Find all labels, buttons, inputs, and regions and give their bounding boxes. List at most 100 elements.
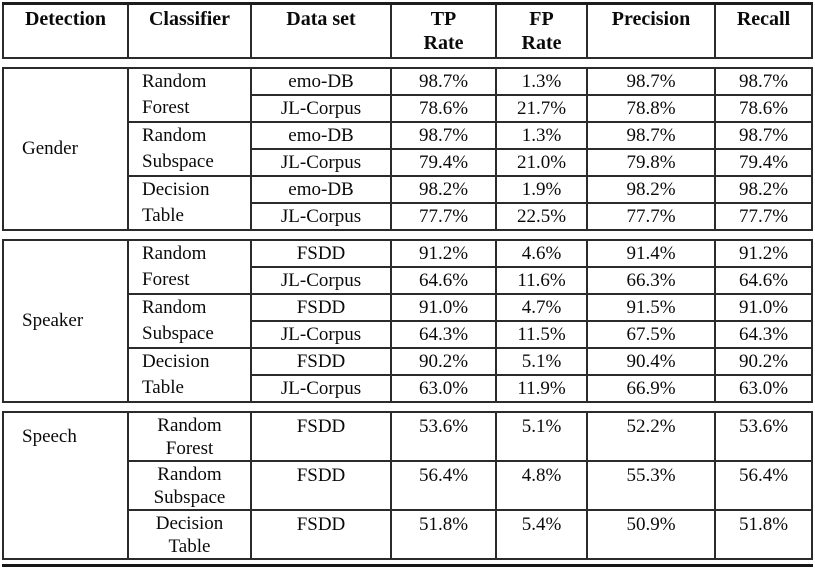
dataset-cell: emo-DB — [250, 175, 392, 204]
fp-rate-cell: 11.9% — [495, 374, 588, 403]
classifier-cell: Random Subspace — [127, 293, 252, 349]
column-header-dataset: Data set — [250, 2, 392, 59]
dataset-cell: FSDD — [250, 347, 392, 376]
tp-rate-cell: 98.2% — [390, 175, 497, 204]
precision-cell: 78.8% — [586, 94, 716, 123]
precision-cell: 91.5% — [586, 293, 716, 322]
column-header-tp-rate: TP Rate — [390, 2, 497, 59]
dataset-cell: FSDD — [250, 509, 392, 560]
precision-cell: 55.3% — [586, 460, 716, 511]
column-header-precision: Precision — [586, 2, 716, 59]
fp-rate-cell: 11.5% — [495, 320, 588, 349]
classifier-cell: Random Forest — [127, 239, 252, 295]
precision-cell: 67.5% — [586, 320, 716, 349]
precision-cell: 90.4% — [586, 347, 716, 376]
fp-rate-cell: 4.6% — [495, 239, 588, 268]
fp-rate-cell: 21.0% — [495, 148, 588, 177]
dataset-cell: JL-Corpus — [250, 266, 392, 295]
classifier-line1: Random — [157, 463, 222, 485]
classifier-cell: Decision Table — [127, 175, 252, 231]
fp-rate-cell: 4.8% — [495, 460, 588, 511]
fp-rate-cell: 5.1% — [495, 347, 588, 376]
column-header-detection: Detection — [2, 2, 129, 59]
classifier-line2: Table — [168, 535, 211, 557]
recall-cell: 98.2% — [714, 175, 813, 204]
column-header-classifier: Classifier — [127, 2, 252, 59]
classifier-line1: Random — [142, 243, 207, 264]
classifier-cell: Random Forest — [127, 411, 252, 462]
dataset-cell: FSDD — [250, 411, 392, 462]
table-row: JL-Corpus 64.6% 11.6% 66.3% 64.6% — [3, 266, 813, 295]
recall-cell: 98.7% — [714, 67, 813, 96]
tp-rate-cell: 63.0% — [390, 374, 497, 403]
classifier-cell: Decision Table — [127, 509, 252, 560]
dataset-cell: emo-DB — [250, 67, 392, 96]
column-header-label: Precision — [611, 8, 691, 30]
table-row: Decision Table emo-DB 98.2% 1.9% 98.2% 9… — [3, 175, 813, 231]
precision-cell: 50.9% — [586, 509, 716, 560]
classifier-cell: Random Subspace — [127, 121, 252, 177]
tp-rate-cell: 77.7% — [390, 202, 497, 231]
table-row: Decision Table FSDD 51.8% 5.4% 50.9% 51.… — [3, 509, 813, 560]
classifier-line2: Subspace — [142, 151, 214, 172]
table-row: JL-Corpus 78.6% 21.7% 78.8% 78.6% — [3, 94, 813, 123]
table-header-block: Detection Classifier Data set TP Rate FP… — [2, 2, 813, 59]
tp-rate-cell: 91.2% — [390, 239, 497, 268]
classifier-line2: Forest — [142, 269, 190, 290]
dataset-cell: JL-Corpus — [250, 320, 392, 349]
dataset-cell: JL-Corpus — [250, 94, 392, 123]
precision-cell: 66.3% — [586, 266, 716, 295]
recall-cell: 79.4% — [714, 148, 813, 177]
table-row: Decision Table FSDD 90.2% 5.1% 90.4% 90.… — [3, 347, 813, 403]
column-header-fp-rate: FP Rate — [495, 2, 588, 59]
classifier-line1: Random — [142, 297, 207, 318]
classifier-cell: Random Subspace — [127, 460, 252, 511]
classifier-line2: Table — [142, 377, 184, 398]
dataset-cell: JL-Corpus — [250, 148, 392, 177]
classifier-line1: Random — [157, 414, 222, 436]
recall-cell: 77.7% — [714, 202, 813, 231]
column-header-label: Detection — [24, 8, 107, 30]
tp-rate-cell: 78.6% — [390, 94, 497, 123]
fp-rate-cell: 1.3% — [495, 67, 588, 96]
detection-cell: Speech — [2, 411, 129, 560]
fp-rate-cell: 4.7% — [495, 293, 588, 322]
precision-cell: 98.7% — [586, 121, 716, 150]
classifier-line1: Decision — [142, 179, 210, 200]
tp-rate-cell: 91.0% — [390, 293, 497, 322]
detection-cell: Gender — [2, 67, 129, 231]
speaker-section-table: Speaker Random Forest FSDD 91.2% 4.6% 91… — [2, 239, 813, 403]
dataset-cell: emo-DB — [250, 121, 392, 150]
column-header-label: Classifier — [148, 8, 231, 30]
classifier-line2: Forest — [142, 97, 190, 118]
column-header-label-line2: Rate — [423, 32, 464, 54]
classifier-line1: Random — [142, 71, 207, 92]
column-header-label-line2: Rate — [521, 32, 562, 54]
fp-rate-cell: 22.5% — [495, 202, 588, 231]
table-row: Speech Random Forest FSDD 53.6% 5.1% 52.… — [2, 411, 813, 560]
column-header-label: TP — [430, 8, 457, 30]
table-row: JL-Corpus 77.7% 22.5% 77.7% 77.7% — [3, 202, 813, 231]
table-row: Speaker Random Forest FSDD 91.2% 4.6% 91… — [2, 239, 813, 403]
fp-rate-cell: 21.7% — [495, 94, 588, 123]
precision-cell: 91.4% — [586, 239, 716, 268]
fp-rate-cell: 1.3% — [495, 121, 588, 150]
dataset-cell: JL-Corpus — [250, 202, 392, 231]
dataset-cell: JL-Corpus — [250, 374, 392, 403]
detection-cell: Speaker — [2, 239, 129, 403]
precision-cell: 52.2% — [586, 411, 716, 462]
column-header-label: Recall — [736, 8, 791, 30]
recall-cell: 64.6% — [714, 266, 813, 295]
dataset-cell: FSDD — [250, 460, 392, 511]
classifier-line1: Decision — [155, 512, 224, 534]
column-header-label: Data set — [286, 8, 356, 30]
speech-section-table: Speech Random Forest FSDD 53.6% 5.1% 52.… — [2, 411, 813, 560]
tp-rate-cell: 64.3% — [390, 320, 497, 349]
recall-cell: 53.6% — [714, 411, 813, 462]
recall-cell: 64.3% — [714, 320, 813, 349]
table-row: JL-Corpus 64.3% 11.5% 67.5% 64.3% — [3, 320, 813, 349]
classifier-line2: Forest — [165, 437, 214, 459]
dataset-cell: FSDD — [250, 293, 392, 322]
recall-cell: 90.2% — [714, 347, 813, 376]
